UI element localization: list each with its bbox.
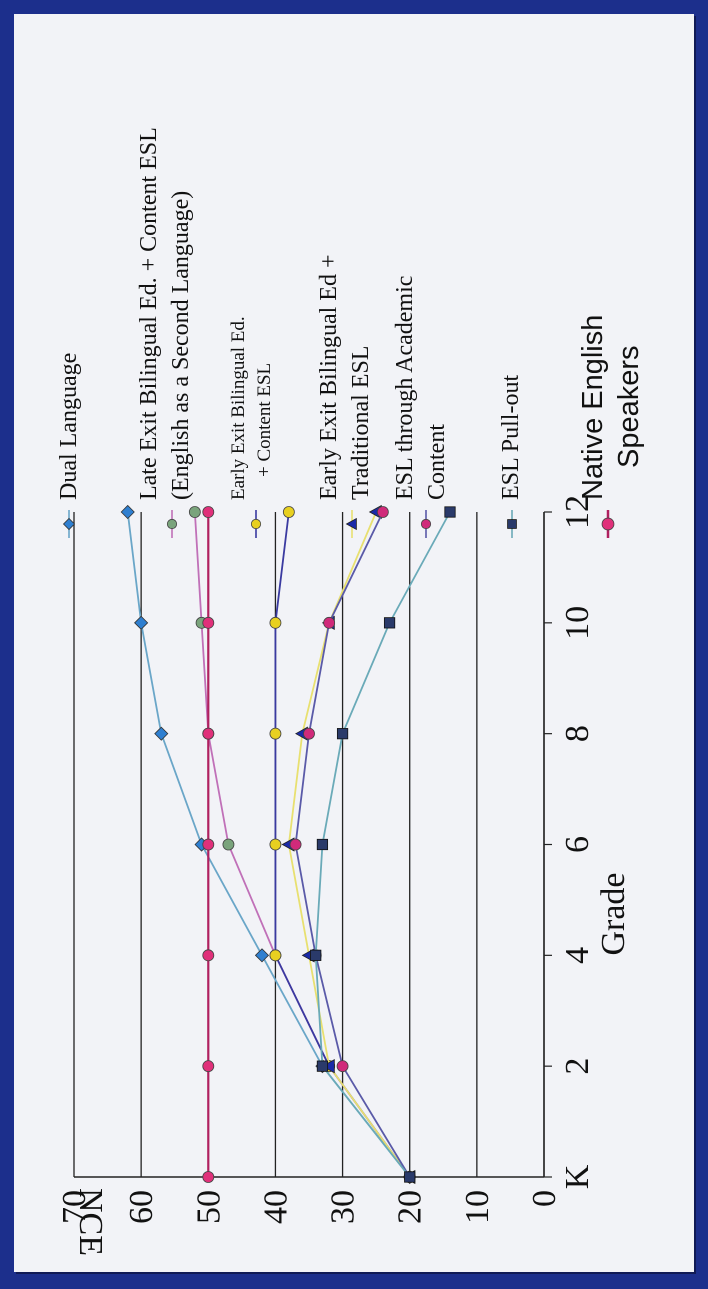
legend-academic-label-2: Content <box>424 424 450 500</box>
data-point <box>404 1171 416 1183</box>
x-tick-label: K <box>559 1164 596 1189</box>
legend: Dual Language Late Exit Bilingual Ed. + … <box>56 127 645 538</box>
line-chart: 0 10 20 30 40 50 60 70 K 2 4 6 8 10 12 Dual Language L… <box>56 127 645 1256</box>
legend-late-label-1: Late Exit Bilingual Ed. + Content ESL <box>136 127 162 500</box>
legend-academic-label-1: ESL through Academic <box>392 276 418 500</box>
data-point <box>269 838 282 851</box>
data-point <box>269 949 282 962</box>
data-point <box>336 728 349 740</box>
series-line-0 <box>126 511 411 1178</box>
x-tick-label: 2 <box>559 1058 596 1075</box>
series-line-5 <box>314 511 451 1178</box>
legend-marker-4 <box>420 518 432 530</box>
legend-marker-5 <box>507 519 517 529</box>
data-point <box>202 1171 215 1183</box>
data-point <box>383 617 396 629</box>
data-point <box>134 615 149 630</box>
data-point <box>269 727 282 740</box>
plot-area: 0 10 20 30 40 50 60 70 K 2 4 6 8 10 12 <box>56 495 596 1224</box>
data-point <box>120 504 135 520</box>
data-point <box>323 616 336 629</box>
x-tick-label: 12 <box>559 495 596 529</box>
data-point <box>321 1058 335 1074</box>
y-axis-title: NCE <box>72 1188 109 1256</box>
x-axis-title: Grade <box>595 872 632 955</box>
y-tick-label: 30 <box>325 1190 362 1224</box>
data-point <box>188 506 201 518</box>
data-point <box>202 1060 215 1073</box>
y-tick-label: 10 <box>459 1190 496 1224</box>
x-tick-label: 4 <box>559 947 596 964</box>
data-point <box>282 506 295 518</box>
data-point <box>303 727 315 740</box>
legend-early-content-label-2: + Content ESL <box>254 363 275 477</box>
data-point <box>336 1060 349 1073</box>
data-point <box>154 726 169 741</box>
data-point <box>202 616 215 629</box>
series-line-4 <box>294 511 411 1178</box>
data-point <box>310 949 322 961</box>
data-point <box>202 838 215 851</box>
legend-marker-2 <box>250 518 262 530</box>
data-point <box>269 616 282 629</box>
data-point <box>444 506 456 518</box>
legend-marker-0 <box>62 517 76 531</box>
data-point <box>202 506 215 518</box>
y-tick-label: 50 <box>190 1190 227 1224</box>
legend-native-label-1: Native English <box>577 315 609 500</box>
data-point <box>202 727 215 740</box>
chart-frame: 0 10 20 30 40 50 60 70 K 2 4 6 8 10 12 Dual Language L… <box>14 14 694 1272</box>
data-point <box>316 1060 329 1072</box>
legend-early-trad-label-2: Traditional ESL <box>348 346 374 500</box>
data-point <box>222 838 235 851</box>
legend-early-content-label-1: Early Exit Bilingual Ed. <box>228 316 249 500</box>
y-tick-label: 0 <box>526 1190 563 1207</box>
data-point <box>376 506 389 518</box>
y-tick-label: 20 <box>392 1190 429 1224</box>
x-tick-label: 6 <box>559 836 596 853</box>
y-tick-label: 70 <box>56 1190 93 1224</box>
legend-early-trad-label-1: Early Exit Bilingual Ed + <box>316 255 342 501</box>
x-tick-label: 8 <box>559 725 596 742</box>
legend-late-label-2: (English as a Second Language) <box>168 191 194 500</box>
legend-native-label-2: Speakers <box>613 345 645 468</box>
legend-pullout-label: ESL Pull-out <box>498 375 524 500</box>
data-point <box>254 948 270 963</box>
data-point <box>202 949 215 962</box>
data-point <box>289 838 302 851</box>
y-tick-label: 40 <box>257 1190 294 1224</box>
legend-marker-6 <box>601 517 615 531</box>
data-point <box>316 838 329 851</box>
legend-marker-3 <box>345 517 357 531</box>
legend-marker-1 <box>166 518 178 530</box>
legend-dual-label: Dual Language <box>56 353 82 500</box>
y-tick-label: 60 <box>123 1190 160 1224</box>
x-tick-label: 10 <box>559 606 596 640</box>
